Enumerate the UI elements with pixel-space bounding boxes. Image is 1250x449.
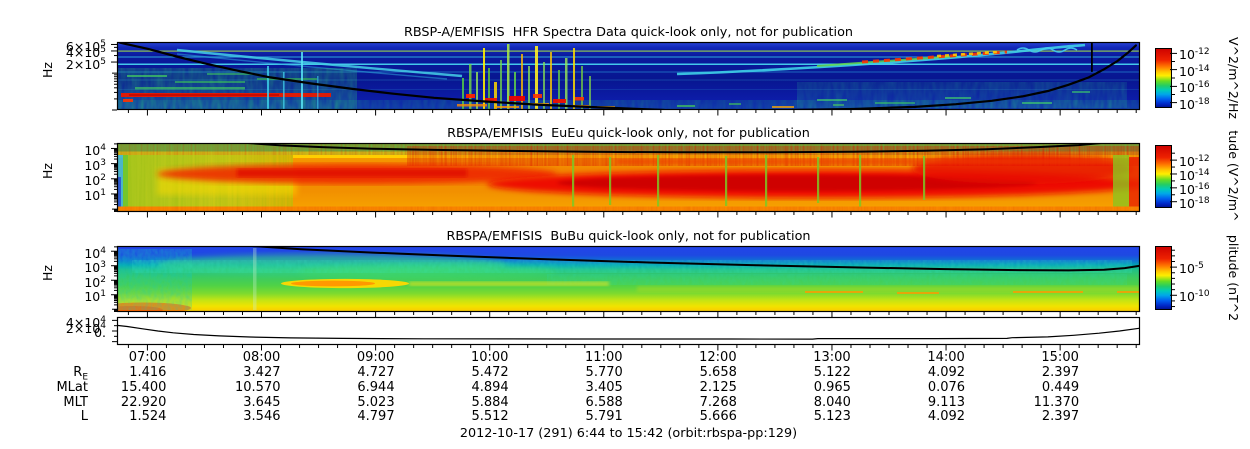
y-tick-label: 2×105 xyxy=(65,56,106,72)
colorbar-tick-label: 10-18 xyxy=(1179,96,1210,112)
y-tick-label: 101 xyxy=(84,289,106,305)
time-tick-label: 15:00 xyxy=(1041,350,1079,365)
ephemeris-value: 1.524 xyxy=(129,409,167,424)
ephemeris-value: 3.405 xyxy=(585,380,623,395)
colorbar-tick-label: 10-10 xyxy=(1179,289,1210,305)
ephemeris-value: 3.427 xyxy=(243,365,281,380)
ephemeris-value: 4.092 xyxy=(927,365,966,380)
y-tick-label: 104 xyxy=(84,245,106,261)
colorbar2-unit-label: tude (V^2/m^ xyxy=(1226,130,1241,222)
ephemeris-value: 6.588 xyxy=(585,395,623,410)
ephemeris-value: 0.449 xyxy=(1041,380,1080,395)
time-tick-label: 13:00 xyxy=(813,350,851,365)
ephemeris-value: 22.920 xyxy=(120,395,167,410)
colorbar-tick-label: 10-12 xyxy=(1179,154,1210,170)
y-tick-label: 102 xyxy=(84,173,106,189)
y-tick-label: 6×105 xyxy=(65,38,106,55)
time-tick-label: 09:00 xyxy=(356,350,395,365)
y-tick-label: 103 xyxy=(84,158,106,174)
colorbar-tick-label: 10-16 xyxy=(1179,80,1210,96)
ephemeris-value: 5.791 xyxy=(585,409,623,424)
ephemeris-value: 6.944 xyxy=(357,380,395,395)
ephemeris-value: 15.400 xyxy=(120,380,167,395)
y-tick-label: 104 xyxy=(84,142,106,159)
ephemeris-row-label: MLat xyxy=(56,380,88,395)
ephemeris-value: 5.770 xyxy=(585,365,623,380)
panel1-spectrogram-hfr xyxy=(117,42,1140,110)
panel2-spectrogram-eueu xyxy=(117,143,1140,212)
colorbar-tick-label: 10-16 xyxy=(1179,181,1210,197)
ephemeris-value: 2.125 xyxy=(699,380,737,395)
time-tick-label: 10:00 xyxy=(470,350,509,365)
ephemeris-value: 5.884 xyxy=(471,395,509,410)
ephemeris-value: 5.123 xyxy=(813,409,851,424)
time-tick-label: 11:00 xyxy=(585,350,623,365)
ephemeris-value: 2.397 xyxy=(1041,365,1080,380)
y-tick-label: 0. xyxy=(94,325,106,340)
time-tick-label: 12:00 xyxy=(699,350,737,365)
time-tick-label: 14:00 xyxy=(927,350,965,365)
ephemeris-value: 9.113 xyxy=(927,395,966,410)
colorbar-tick-label: 10-12 xyxy=(1179,47,1210,63)
y-tick-label: 101 xyxy=(84,188,106,204)
ephemeris-value: 4.727 xyxy=(357,365,395,380)
panel4-line-plot xyxy=(117,317,1140,345)
colorbar-panel2 xyxy=(1155,145,1172,208)
colorbar3-unit-label: plitude (nT^2 xyxy=(1226,234,1241,322)
ephemeris-value: 0.965 xyxy=(813,380,851,395)
ephemeris-value: 5.023 xyxy=(357,395,395,410)
ephemeris-value: 5.512 xyxy=(471,409,509,424)
ephemeris-row-label: L xyxy=(80,409,88,424)
ephemeris-value: 7.268 xyxy=(699,395,737,410)
colorbar-tick-label: 10-14 xyxy=(1179,63,1210,79)
colorbar1-unit-label: V^2/m^2/Hz xyxy=(1226,37,1241,119)
panel1-title: RBSP-A/EMFISIS HFR Spectra Data quick-lo… xyxy=(403,25,854,40)
ephemeris-value: 11.370 xyxy=(1033,395,1080,410)
y-tick-label: 4×104 xyxy=(65,314,106,330)
colorbar-panel3 xyxy=(1155,246,1172,310)
colorbar-tick-label: 10-18 xyxy=(1179,195,1210,211)
panel2-title: RBSPA/EMFISIS EuEu quick-look only, not … xyxy=(447,126,810,141)
y-tick-label: 4×105 xyxy=(65,45,106,61)
ephemeris-value: 5.472 xyxy=(471,365,509,380)
y-tick-label: 2×104 xyxy=(65,320,106,336)
colorbar-panel1 xyxy=(1155,48,1172,108)
colorbar-tick-label: 10-5 xyxy=(1179,261,1204,277)
ephemeris-value: 0.076 xyxy=(927,380,966,395)
ephemeris-value: 5.122 xyxy=(813,365,851,380)
y-tick-label: 102 xyxy=(84,274,106,290)
figure-caption: 2012-10-17 (291) 6:44 to 15:42 (orbit:rb… xyxy=(459,426,798,441)
panel3-spectrogram-bubu xyxy=(117,246,1140,312)
time-tick-label: 07:00 xyxy=(128,350,167,365)
ephemeris-value: 3.546 xyxy=(243,409,281,424)
ephemeris-value: 4.797 xyxy=(357,409,395,424)
y-tick-label: 103 xyxy=(84,260,106,276)
ephemeris-value: 8.040 xyxy=(813,395,851,410)
ephemeris-value: 4.092 xyxy=(927,409,966,424)
ephemeris-row-label: MLT xyxy=(63,395,88,410)
panel3-title: RBSPA/EMFISIS BuBu quick-look only, not … xyxy=(446,229,811,244)
ephemeris-value: 3.645 xyxy=(243,395,281,410)
ephemeris-value: 5.666 xyxy=(699,409,737,424)
ephemeris-value: 1.416 xyxy=(129,365,167,380)
ephemeris-value: 2.397 xyxy=(1041,409,1080,424)
colorbar-tick-label: 10-14 xyxy=(1179,167,1210,184)
ephemeris-value: 10.570 xyxy=(235,380,281,395)
ephemeris-value: 4.894 xyxy=(471,380,509,395)
ephemeris-value: 5.658 xyxy=(699,365,737,380)
ephemeris-row-label: RE xyxy=(73,365,88,383)
time-tick-label: 08:00 xyxy=(242,350,281,365)
